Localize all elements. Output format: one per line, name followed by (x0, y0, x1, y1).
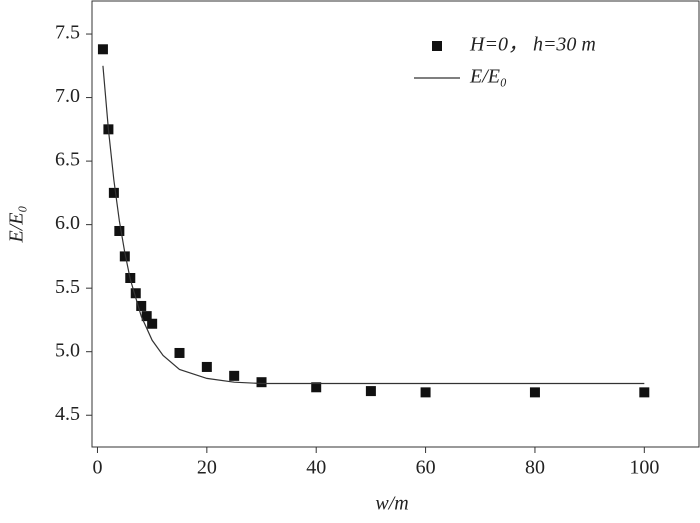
legend-marker (432, 41, 442, 51)
data-point (201, 361, 212, 372)
data-point (639, 387, 650, 398)
y-tick-label: 5.5 (55, 276, 80, 298)
data-point (114, 225, 125, 236)
data-point (365, 386, 376, 397)
data-point (130, 288, 141, 299)
legend-label: H=0， h=30 m (469, 34, 596, 56)
plot-frame (91, 0, 700, 448)
x-tick-label: 80 (525, 457, 545, 479)
y-tick-label: 5.0 (55, 339, 80, 361)
y-tick-label: 6.5 (55, 149, 80, 171)
data-point (229, 370, 240, 381)
data-point (141, 311, 152, 322)
y-tick-label: 7.5 (55, 22, 80, 44)
x-tick-label: 20 (197, 457, 217, 479)
data-point (119, 251, 130, 262)
x-tick-label: 100 (629, 457, 659, 479)
fit-line (102, 65, 645, 385)
y-axis-label: E/E₀ (6, 205, 28, 243)
data-point (311, 382, 322, 393)
x-tick-label: 0 (92, 457, 102, 479)
x-tick-label: 60 (416, 457, 436, 479)
data-point (529, 387, 540, 398)
x-axis-label: w/m (375, 493, 408, 515)
y-tick-label: 6.0 (55, 212, 80, 234)
y-tick-label: 4.5 (55, 403, 80, 425)
legend-label: E/E₀ (469, 66, 507, 88)
data-point (147, 318, 158, 329)
x-tick-label: 40 (306, 457, 326, 479)
data-point (108, 187, 119, 198)
data-point (256, 377, 267, 388)
data-point (174, 347, 185, 358)
y-tick-label: 7.0 (55, 85, 80, 107)
data-point (136, 300, 147, 311)
data-point (420, 387, 431, 398)
data-point (97, 44, 108, 55)
